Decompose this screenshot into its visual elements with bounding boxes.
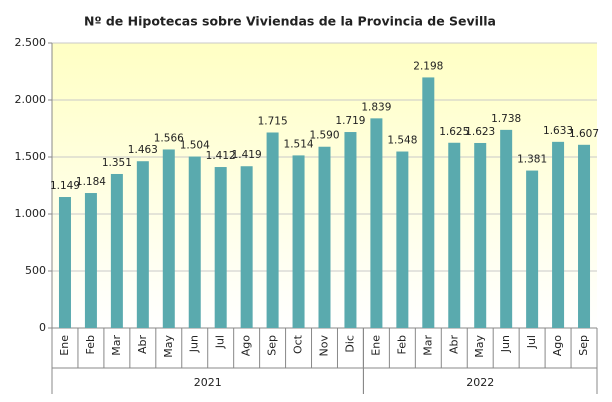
- x-tick-label: Ene: [58, 335, 71, 356]
- bar: [188, 156, 201, 328]
- value-label: 1.607: [569, 128, 599, 140]
- value-label: 1.590: [309, 130, 339, 142]
- x-tick-label: Jun: [499, 335, 512, 353]
- value-label: 1.514: [284, 138, 314, 150]
- bar: [84, 193, 97, 328]
- value-label: 1.633: [543, 125, 573, 137]
- bar: [526, 170, 539, 328]
- bar: [552, 141, 565, 328]
- bar: [162, 149, 175, 328]
- y-tick-label: 1.000: [15, 207, 47, 220]
- value-label: 1.184: [76, 176, 106, 188]
- x-tick-label: Sep: [577, 335, 590, 356]
- value-label: 1.566: [154, 132, 184, 144]
- chart-title: Nº de Hipotecas sobre Viviendas de la Pr…: [84, 14, 496, 29]
- bar: [448, 142, 461, 328]
- y-tick-label: 2.500: [15, 36, 47, 49]
- value-label: 1.623: [465, 126, 495, 138]
- x-tick-label: Jul: [214, 335, 227, 349]
- x-tick-label: May: [162, 335, 175, 358]
- value-label: 2.198: [413, 60, 443, 72]
- y-tick-label: 1.500: [15, 150, 47, 163]
- value-label: 1.625: [439, 126, 469, 138]
- x-tick-label: Mar: [110, 335, 123, 356]
- value-label: 1.351: [102, 157, 132, 169]
- bar: [578, 144, 591, 328]
- x-tick-label: Abr: [447, 335, 460, 355]
- value-label: 1.149: [50, 180, 80, 192]
- bar: [370, 118, 383, 328]
- bar: [292, 155, 305, 328]
- x-tick-label: May: [473, 335, 486, 358]
- y-tick-label: 2.000: [15, 93, 47, 106]
- group-label: 2021: [194, 376, 222, 389]
- x-tick-label: Jul: [525, 335, 538, 349]
- bar: [474, 142, 487, 328]
- x-tick-label: Oct: [292, 334, 305, 354]
- bar: [266, 132, 279, 328]
- bar: [110, 173, 123, 328]
- y-tick-label: 500: [25, 264, 46, 277]
- value-label: 1.738: [491, 113, 521, 125]
- x-tick-label: Abr: [136, 335, 149, 355]
- bar: [344, 132, 357, 328]
- x-tick-label: Feb: [84, 335, 97, 354]
- bar: [396, 151, 409, 328]
- x-tick-label: Ago: [551, 335, 564, 357]
- x-tick-label: Dic: [343, 335, 356, 353]
- x-tick-label: Ago: [240, 335, 253, 357]
- x-tick-label: Mar: [421, 335, 434, 356]
- value-label: 1.504: [180, 140, 210, 152]
- y-tick-label: 0: [39, 321, 46, 334]
- bar: [240, 166, 253, 328]
- bar: [214, 167, 227, 328]
- value-label: 1.715: [258, 115, 288, 127]
- x-tick-label: Nov: [318, 335, 331, 357]
- bar: [58, 197, 71, 328]
- bar: [318, 146, 331, 328]
- bar: [422, 77, 435, 328]
- value-label: 1.381: [517, 154, 547, 166]
- x-tick-label: Jun: [188, 335, 201, 353]
- value-label: 1.719: [335, 115, 365, 127]
- group-label: 2022: [466, 376, 494, 389]
- bar: [500, 129, 513, 328]
- value-label: 1.412: [206, 150, 236, 162]
- value-label: 1.463: [128, 144, 158, 156]
- value-label: 1.548: [387, 135, 417, 147]
- value-label: 1.419: [232, 149, 262, 161]
- x-tick-label: Feb: [395, 335, 408, 354]
- x-tick-label: Ene: [369, 335, 382, 356]
- x-tick-label: Sep: [266, 335, 279, 356]
- bar: [136, 161, 149, 328]
- value-label: 1.839: [361, 101, 391, 113]
